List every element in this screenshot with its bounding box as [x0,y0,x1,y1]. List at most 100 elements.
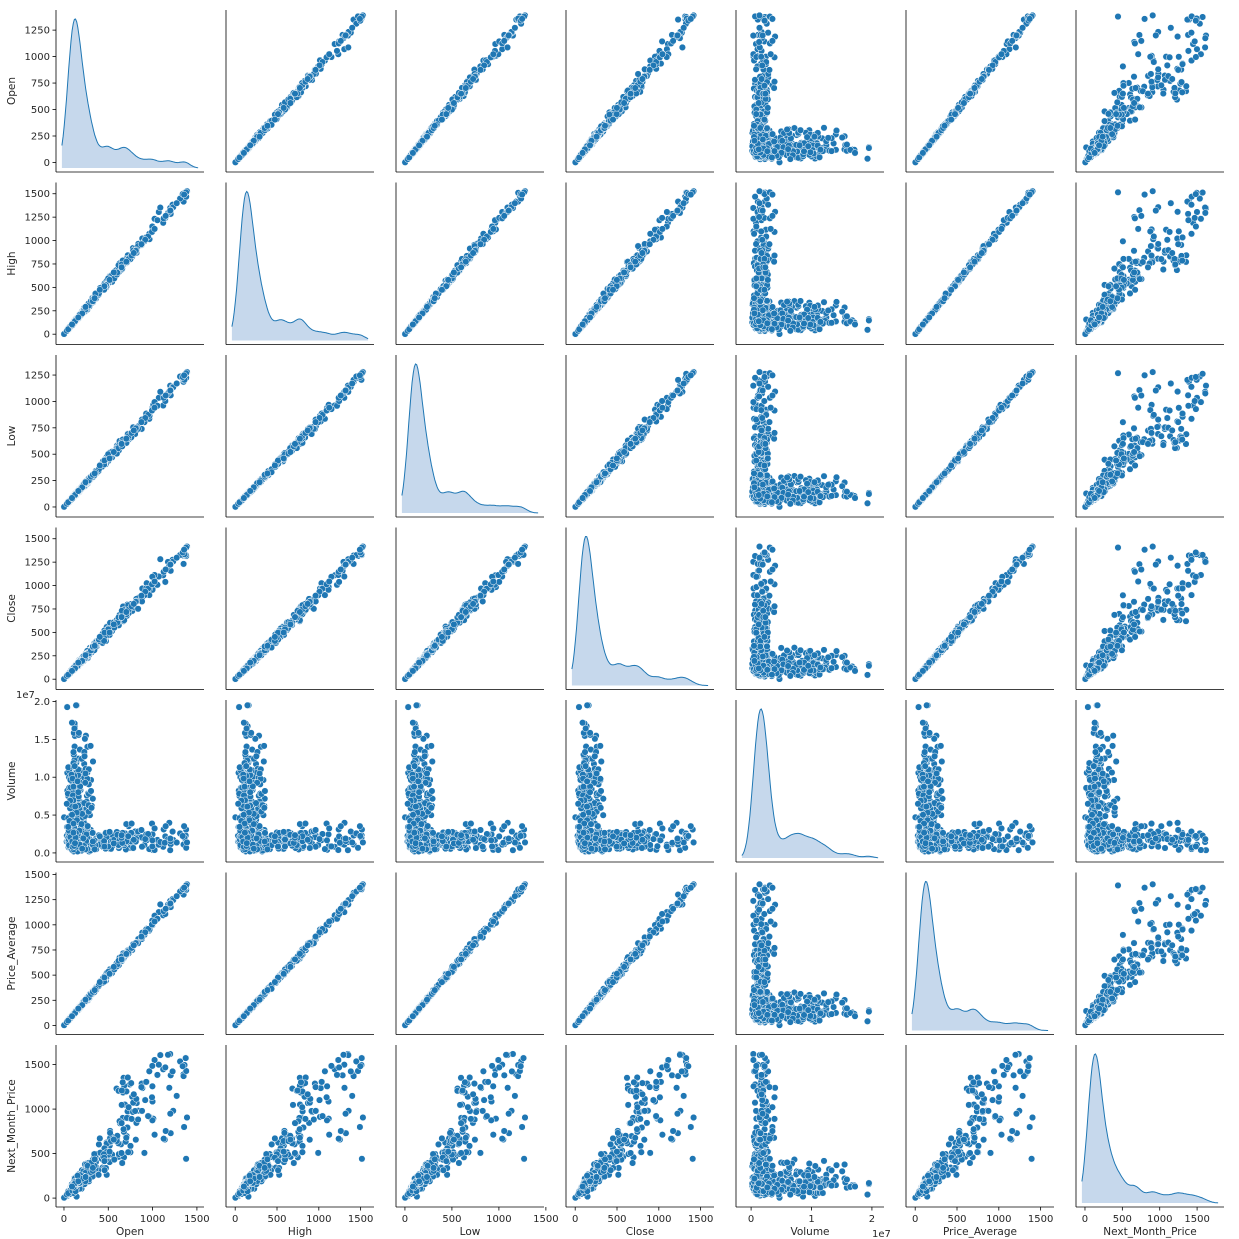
scatter-point [75,314,82,321]
scatter-point [659,38,666,45]
scatter-point [477,67,484,74]
scatter-point [131,250,138,257]
panel-high-vs-low [396,183,544,345]
scatter-point [1135,51,1142,58]
scatter-point [1176,54,1183,61]
panel-high-vs-high [226,183,374,345]
y-tick-label: 250 [31,306,50,317]
scatter-point [1193,17,1200,24]
kde-fill-open [62,19,198,168]
scatter-point [998,51,1005,58]
scatter-point [804,134,811,141]
scatter-point [761,116,768,123]
scatter-point [477,241,484,248]
scatter-point [587,142,594,149]
scatter-point [1107,125,1114,132]
scatter-point [181,191,188,198]
scatter-point [1013,44,1020,51]
scatter-point [490,51,497,58]
scatter-point [967,90,974,97]
y-axis-label-high: High [6,251,18,275]
scatter-point [118,264,125,271]
scatter-point [1115,13,1122,20]
scatter-point [470,76,477,83]
scatter-point [1149,12,1156,19]
scatter-point [1113,111,1120,118]
scatter-point [759,32,766,39]
scatter-point [844,141,851,148]
scatter-point [512,25,519,32]
scatter-point [1013,32,1020,39]
scatter-point [756,12,763,19]
scatter-point [458,264,465,271]
scatter-point [410,321,417,328]
panel-open-vs-price-average [906,10,1054,172]
scatter-point [167,207,174,214]
scatter-point [1136,32,1143,39]
scatter-point [680,25,687,32]
scatter-point [971,85,978,92]
kde-fill-high [232,192,368,341]
scatter-point [416,142,423,149]
scatter-point [614,105,621,112]
scatter-point [505,32,512,39]
scatter-point [445,277,452,284]
scatter-point [771,78,778,85]
scatter-point [280,105,287,112]
scatter-point [1202,35,1209,42]
scatter-point [470,250,477,257]
scatter-point [1145,90,1152,97]
scatter-point [1131,73,1138,80]
scatter-point [688,191,695,198]
scatter-point [769,16,776,23]
scatter-point [345,44,352,51]
y-tick-label: 1500 [25,189,50,200]
scatter-point [463,258,470,265]
scatter-point [674,207,681,214]
scatter-point [410,150,417,157]
scatter-point [587,314,594,321]
panel-open-vs-close [566,10,714,172]
scatter-point [759,62,766,69]
scatter-point [839,134,846,141]
scatter-point [817,146,824,153]
scatter-point [1169,76,1176,83]
scatter-point [154,217,161,224]
scatter-point [787,156,794,163]
scatter-point [961,100,968,107]
scatter-point [610,287,617,294]
scatter-point [241,150,248,157]
scatter-point [1009,38,1016,45]
scatter-point [771,138,778,145]
scatter-point [1132,85,1139,92]
scatter-point [1120,63,1127,70]
y-tick-label: 1250 [25,213,50,224]
scatter-point [955,105,962,112]
scatter-point [342,32,349,39]
scatter-point [979,76,986,83]
scatter-point [157,204,164,211]
y-tick-label: 750 [31,79,50,90]
scatter-point [779,138,786,145]
scatter-point [664,209,671,216]
scatter-point [349,25,356,32]
scatter-point [593,133,600,140]
scatter-point [852,150,859,157]
y-tick-label: 1000 [25,236,50,247]
y-tick-label: 0 [44,158,50,169]
scatter-point [941,123,948,130]
scatter-point [519,191,526,198]
scatter-point [432,295,439,302]
scatter-point [675,16,682,23]
scatter-point [1191,38,1198,45]
scatter-point [758,54,765,61]
scatter-point [769,154,776,161]
scatter-point [764,148,771,155]
scatter-point [821,125,828,132]
scatter-point [751,137,758,144]
scatter-point [639,76,646,83]
scatter-point [680,200,687,207]
scatter-point [439,116,446,123]
scatter-point [338,38,345,45]
scatter-point [1174,33,1181,40]
